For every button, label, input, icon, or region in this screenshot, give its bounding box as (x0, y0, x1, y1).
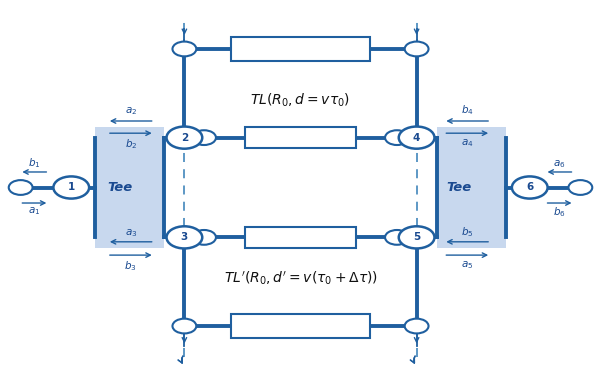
Circle shape (192, 230, 216, 245)
Text: 2: 2 (181, 133, 188, 142)
Circle shape (192, 130, 216, 145)
Bar (231, 314, 370, 338)
Circle shape (512, 176, 548, 199)
Text: 4: 4 (413, 133, 420, 142)
Bar (231, 37, 370, 61)
Text: $a_5$: $a_5$ (461, 259, 474, 271)
Bar (245, 227, 356, 248)
Circle shape (398, 126, 435, 149)
Text: $a_3$: $a_3$ (124, 227, 137, 239)
Circle shape (9, 180, 32, 195)
Text: $b_3$: $b_3$ (124, 259, 137, 273)
Text: $a_1$: $a_1$ (28, 205, 40, 217)
Text: Tee: Tee (107, 181, 132, 194)
Circle shape (385, 230, 409, 245)
Circle shape (166, 226, 203, 249)
Circle shape (172, 42, 197, 56)
Circle shape (172, 319, 197, 333)
Text: 5: 5 (413, 232, 420, 242)
Bar (245, 128, 356, 148)
Circle shape (385, 130, 409, 145)
Bar (438, 126, 506, 249)
Text: $TL'(R_0, d'=v(\tau_0+\Delta\tau))$: $TL'(R_0, d'=v(\tau_0+\Delta\tau))$ (224, 269, 377, 287)
Circle shape (53, 176, 89, 199)
Text: $a_4$: $a_4$ (461, 137, 474, 148)
Text: $a_2$: $a_2$ (124, 105, 137, 117)
Text: $TL(R_0, d=v\tau_0)$: $TL(R_0, d=v\tau_0)$ (251, 92, 350, 110)
Text: $b_1$: $b_1$ (28, 156, 41, 170)
Bar (95, 126, 163, 249)
Circle shape (569, 180, 592, 195)
Text: 6: 6 (526, 183, 533, 192)
Text: 3: 3 (181, 232, 188, 242)
Text: $b_4$: $b_4$ (461, 104, 474, 117)
Text: $b_2$: $b_2$ (124, 137, 137, 151)
Text: $a_6$: $a_6$ (554, 158, 566, 170)
Text: $b_5$: $b_5$ (461, 225, 474, 239)
Text: $b_6$: $b_6$ (553, 205, 566, 219)
Circle shape (404, 319, 429, 333)
Circle shape (166, 126, 203, 149)
Circle shape (398, 226, 435, 249)
Text: Tee: Tee (447, 181, 472, 194)
Text: 1: 1 (68, 183, 75, 192)
Circle shape (404, 42, 429, 56)
